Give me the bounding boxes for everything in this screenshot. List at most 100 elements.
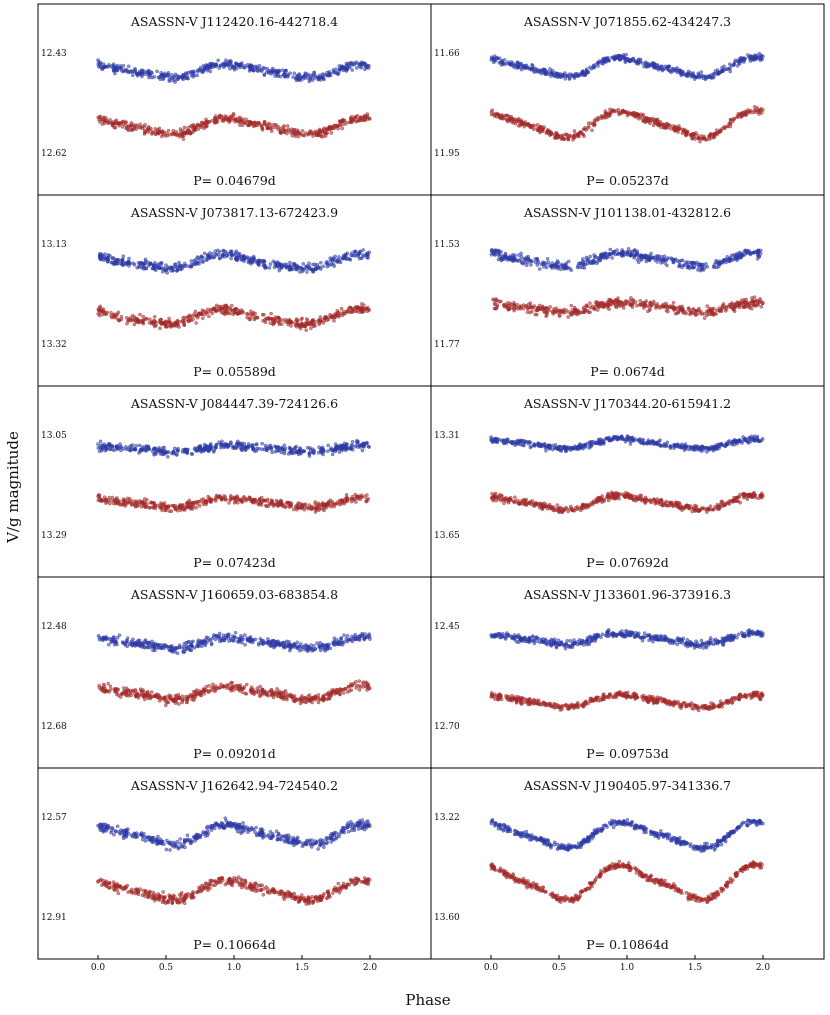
- data-point: [158, 326, 162, 331]
- data-point: [270, 316, 274, 321]
- data-point: [348, 116, 353, 120]
- data-point: [520, 260, 524, 264]
- panel-4: ASASSN-V J101138.01-432812.6P= 0.0674d11…: [430, 194, 825, 387]
- data-point: [545, 256, 550, 261]
- data-point: [329, 446, 334, 451]
- data-point: [192, 128, 196, 133]
- data-point: [343, 122, 348, 126]
- data-point: [744, 249, 748, 253]
- data-point: [212, 116, 217, 120]
- data-point: [497, 61, 502, 65]
- data-point: [246, 442, 251, 446]
- data-point: [140, 447, 145, 452]
- data-point: [692, 265, 697, 270]
- data-point: [311, 267, 315, 272]
- data-point: [293, 76, 298, 81]
- data-point: [101, 498, 105, 503]
- data-point: [142, 497, 147, 501]
- data-point: [321, 72, 325, 76]
- data-point: [652, 62, 657, 66]
- data-point: [321, 321, 326, 325]
- data-point: [656, 254, 660, 258]
- data-point: [550, 266, 554, 270]
- data-point: [303, 71, 308, 75]
- data-point: [226, 311, 230, 315]
- data-point: [173, 132, 178, 137]
- data-point: [254, 121, 258, 125]
- data-point: [115, 68, 120, 73]
- data-point: [150, 449, 155, 454]
- data-point: [137, 264, 141, 269]
- data-point: [736, 111, 741, 116]
- data-point: [760, 57, 764, 62]
- data-point: [274, 72, 279, 77]
- data-point: [136, 261, 141, 265]
- period-label: P= 0.0674d: [590, 364, 665, 379]
- data-point: [120, 502, 125, 507]
- data-point: [183, 449, 188, 453]
- panel-2: ASASSN-V J071855.62-434247.3P= 0.05237d1…: [430, 3, 825, 196]
- data-point: [171, 450, 176, 454]
- data-point: [129, 443, 133, 448]
- data-point: [245, 311, 249, 316]
- data-point: [108, 444, 113, 448]
- data-point: [672, 446, 677, 451]
- data-point: [244, 445, 249, 449]
- data-point: [698, 139, 702, 144]
- data-point: [288, 263, 292, 268]
- data-point: [566, 136, 570, 141]
- data-point: [208, 65, 213, 70]
- data-point: [126, 499, 130, 504]
- data-point: [146, 260, 150, 265]
- y-tick-top: 13.31: [434, 431, 460, 441]
- data-point: [221, 253, 226, 257]
- panel-frame: [37, 385, 432, 578]
- data-point: [646, 62, 651, 66]
- data-point: [265, 499, 270, 503]
- data-point: [124, 261, 128, 265]
- data-point: [633, 252, 638, 257]
- data-point: [227, 501, 231, 505]
- data-point: [97, 449, 102, 454]
- data-point: [198, 311, 203, 316]
- data-point: [160, 131, 165, 135]
- data-point: [129, 500, 134, 505]
- data-point: [561, 263, 566, 268]
- data-point: [740, 111, 745, 115]
- data-point: [250, 444, 255, 449]
- data-point: [102, 442, 106, 446]
- data-point: [755, 256, 760, 261]
- data-point: [267, 123, 272, 127]
- data-point: [353, 254, 358, 258]
- data-point: [96, 442, 100, 446]
- data-point: [594, 299, 599, 304]
- data-point: [635, 112, 639, 116]
- data-point: [586, 257, 591, 261]
- data-point: [243, 496, 248, 501]
- panel-title: ASASSN-V J101138.01-432812.6: [523, 205, 731, 220]
- data-point: [717, 71, 721, 75]
- data-point: [599, 255, 604, 260]
- data-point: [305, 270, 309, 274]
- data-point: [190, 452, 194, 456]
- data-point: [545, 313, 549, 317]
- data-point: [293, 132, 298, 137]
- data-point: [671, 300, 676, 305]
- data-point: [505, 306, 510, 310]
- data-point: [287, 267, 292, 272]
- data-point: [752, 295, 757, 300]
- data-point: [526, 121, 531, 126]
- data-point: [313, 74, 318, 78]
- data-point: [96, 62, 100, 67]
- data-point: [313, 265, 318, 270]
- data-point: [172, 446, 177, 451]
- data-point: [119, 314, 124, 319]
- data-point: [189, 73, 194, 77]
- data-point: [198, 444, 203, 448]
- data-point: [317, 320, 322, 325]
- data-point: [617, 58, 622, 62]
- data-point: [257, 68, 262, 72]
- data-point: [744, 111, 748, 115]
- panel-title: ASASSN-V J084447.39-724126.6: [130, 396, 338, 411]
- data-point: [581, 70, 585, 74]
